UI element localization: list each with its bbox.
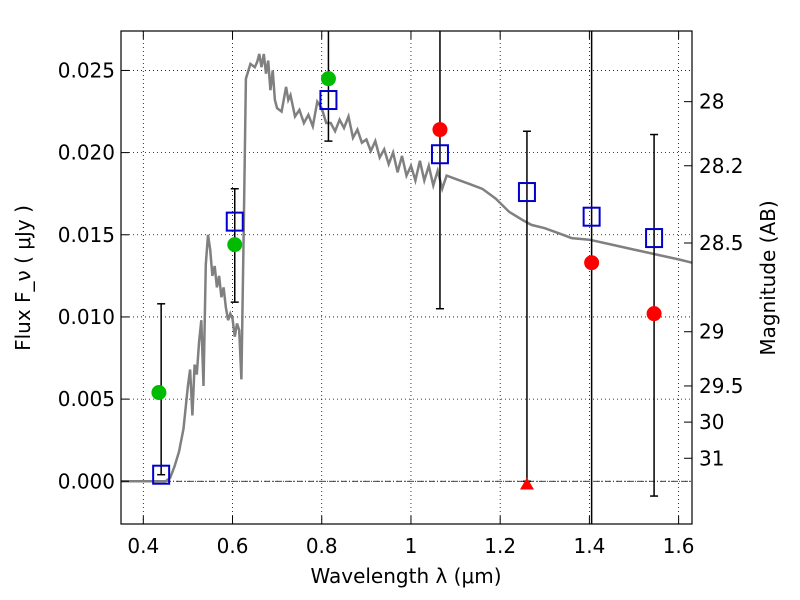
model-photometry-point — [645, 228, 664, 249]
model-spectrum-line — [121, 53, 693, 483]
x-tick-label: 0.4 — [127, 534, 159, 558]
y-axis-ticks: 0.000 0.005 0.010 0.015 0.020 0.025 — [58, 58, 129, 493]
magnitude-tick-label: 28.5 — [699, 231, 744, 255]
x-tick-label: 0.6 — [217, 534, 249, 558]
model-photometry-point — [582, 206, 601, 227]
model-photometry-point — [430, 144, 449, 165]
x-tick-label: 0.8 — [306, 534, 338, 558]
model-photometry-point — [517, 182, 536, 203]
x-tick-label: 1.4 — [573, 534, 605, 558]
nondetection-point — [584, 255, 600, 271]
data-markers — [151, 71, 664, 490]
y-tick-label: 0.020 — [58, 141, 115, 165]
detection-point — [227, 237, 243, 253]
nondetection-point — [646, 306, 662, 322]
magnitude-tick-label: 28 — [699, 90, 724, 114]
x-tick-label: 1.2 — [484, 534, 516, 558]
y-tick-label: 0.015 — [58, 223, 115, 247]
nondetection-point — [432, 122, 448, 138]
magnitude-tick-label: 29.5 — [699, 374, 744, 398]
magnitude-axis-ticks: 28 28.2 28.5 29 29.5 30 31 — [684, 90, 744, 470]
x-tick-label: 1.6 — [663, 534, 695, 558]
plot-frame — [120, 30, 693, 525]
magnitude-axis-label: Magnitude (AB) — [756, 200, 780, 355]
y-tick-label: 0.010 — [58, 305, 115, 329]
y-tick-label: 0.000 — [58, 469, 115, 493]
x-axis-ticks: 0.4 0.6 0.8 1 1.2 1.4 1.6 — [127, 31, 695, 558]
magnitude-tick-label: 29 — [699, 320, 724, 344]
x-axis-label: Wavelength λ (μm) — [310, 564, 501, 588]
error-bars — [157, 31, 659, 524]
model-photometry-point — [225, 211, 244, 232]
magnitude-tick-label: 28.2 — [699, 154, 744, 178]
detection-point — [320, 71, 336, 87]
y-tick-label: 0.005 — [58, 387, 115, 411]
magnitude-tick-label: 31 — [699, 446, 724, 470]
magnitude-tick-label: 30 — [699, 410, 724, 434]
x-tick-label: 1 — [405, 534, 418, 558]
y-axis-label: Flux F_ν ( μJy ) — [11, 205, 35, 351]
y-tick-label: 0.025 — [58, 58, 115, 82]
model-photometry-point — [152, 464, 171, 485]
model-photometry-point — [319, 90, 338, 111]
upper-limit-marker — [519, 477, 534, 490]
detection-point — [151, 385, 167, 401]
